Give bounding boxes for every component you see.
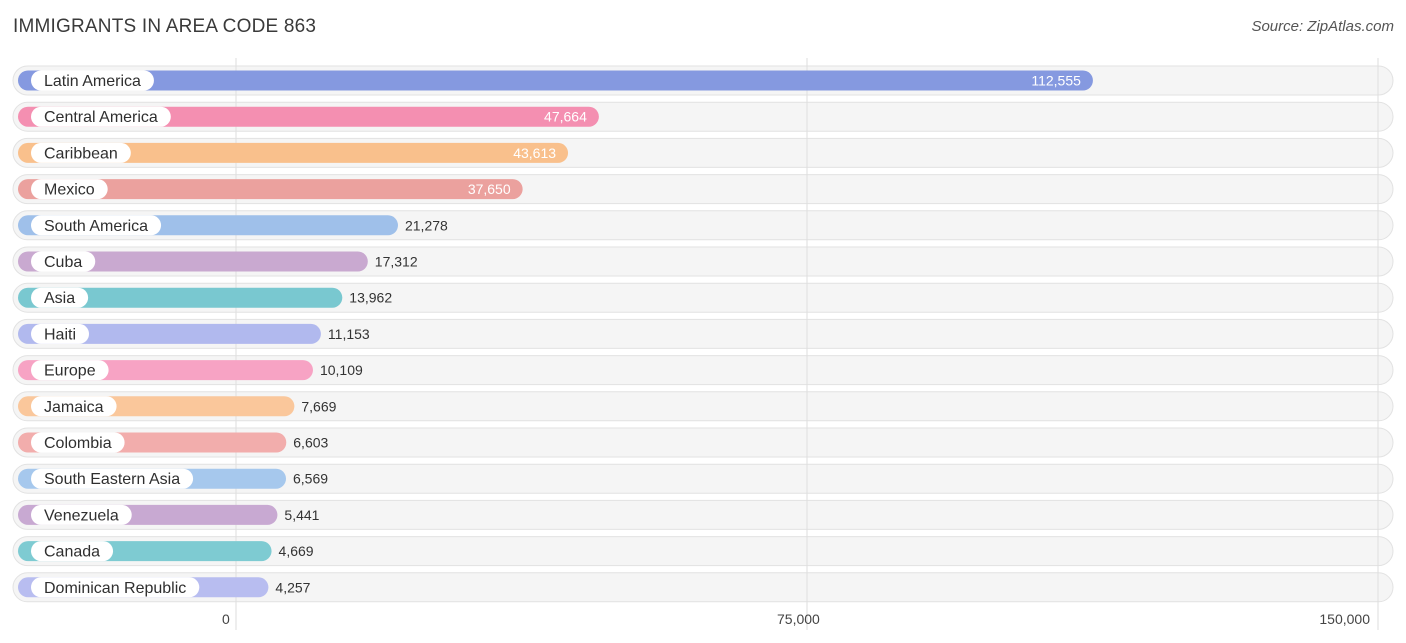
tick-label: 75,000	[777, 611, 820, 627]
category-label: Mexico	[44, 182, 95, 199]
value-label: 37,650	[468, 181, 511, 197]
category-label-pill	[31, 287, 89, 308]
row-background	[12, 463, 1394, 494]
source-credit: Source: ZipAtlas.com	[1251, 18, 1394, 35]
category-label-pill	[31, 323, 90, 344]
value-label: 6,603	[293, 435, 328, 451]
row-background	[12, 427, 1394, 458]
category-label: Central America	[44, 109, 158, 126]
bar	[18, 70, 1093, 91]
value-label: 7,669	[301, 398, 336, 414]
bar	[18, 323, 321, 344]
bar	[18, 142, 569, 163]
row-background	[12, 355, 1394, 386]
row-background	[12, 391, 1394, 422]
row-background	[12, 572, 1394, 603]
category-label: Haiti	[44, 326, 76, 343]
x-axis: 0 75,000 150,000	[222, 611, 1370, 627]
value-label: 112,555	[1031, 73, 1081, 89]
category-label: South Eastern Asia	[44, 471, 180, 488]
row-background	[12, 282, 1394, 313]
category-label: Jamaica	[44, 399, 104, 416]
value-label: 43,613	[513, 145, 556, 161]
category-label: Cuba	[44, 254, 82, 271]
value-label: 13,962	[349, 290, 392, 306]
value-label: 47,664	[544, 109, 587, 125]
category-label: Europe	[44, 363, 96, 380]
category-label-pill	[31, 142, 131, 163]
category-label-pill	[31, 468, 194, 489]
category-label-pill	[31, 360, 109, 381]
value-label: 11,153	[328, 326, 370, 342]
category-label-pill	[31, 106, 171, 127]
category-label-pill	[31, 251, 96, 272]
tick-label: 0	[222, 611, 230, 627]
category-label: Colombia	[44, 435, 112, 452]
tick-label: 150,000	[1319, 611, 1370, 627]
category-label: Canada	[44, 544, 100, 561]
category-label-pill	[31, 432, 125, 453]
category-label-pill	[31, 396, 117, 417]
row-background	[12, 536, 1394, 567]
bar	[18, 179, 523, 200]
value-label: 4,257	[275, 579, 310, 595]
chart-title: IMMIGRANTS IN AREA CODE 863	[13, 16, 317, 37]
bar	[18, 251, 368, 272]
row-background	[12, 499, 1394, 530]
category-label-pill	[31, 215, 162, 236]
category-label: Latin America	[44, 73, 141, 90]
category-label-pill	[31, 504, 132, 525]
bars: Latin America 112,555 Central America 47,66…	[18, 70, 1093, 598]
category-label: South America	[44, 218, 148, 235]
category-label-pill	[31, 541, 114, 562]
value-label: 17,312	[375, 254, 418, 270]
value-label: 6,569	[293, 471, 328, 487]
category-label-pill	[31, 577, 200, 598]
category-label: Dominican Republic	[44, 580, 186, 597]
category-label-pill	[31, 179, 108, 200]
row-background	[12, 318, 1394, 349]
value-label: 4,669	[279, 543, 314, 559]
category-label-pill	[31, 70, 154, 91]
value-label: 5,441	[284, 507, 319, 523]
bar	[18, 287, 343, 308]
category-label: Venezuela	[44, 507, 119, 524]
category-label: Asia	[44, 290, 75, 307]
value-label: 10,109	[320, 362, 363, 378]
value-label: 21,278	[405, 217, 448, 233]
category-label: Caribbean	[44, 145, 118, 162]
